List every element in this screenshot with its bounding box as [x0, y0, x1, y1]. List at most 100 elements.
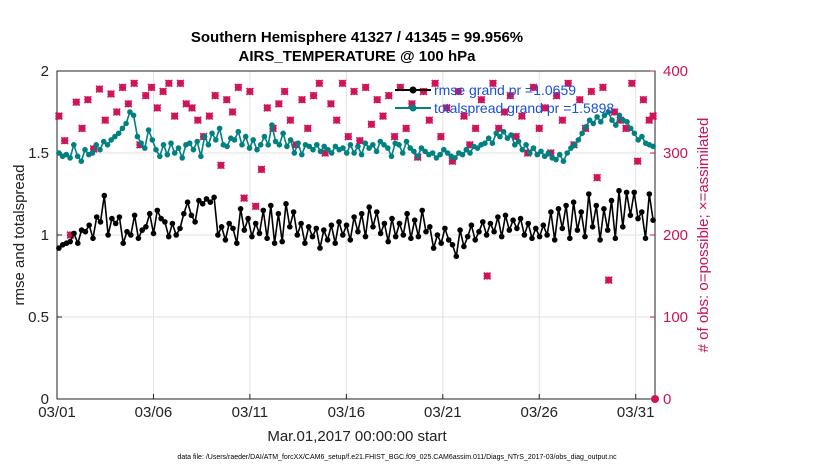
- obs-point: [188, 103, 196, 112]
- series-point-0: [271, 240, 278, 246]
- series-point-1: [418, 145, 425, 151]
- series-point-1: [82, 146, 88, 153]
- series-point-0: [400, 232, 407, 238]
- series-point-1: [321, 143, 328, 150]
- series-point-0: [211, 194, 217, 201]
- y-tick-label: 0: [41, 391, 49, 408]
- series-point-0: [487, 220, 494, 227]
- series-point-0: [502, 212, 509, 219]
- series-point-0: [650, 217, 656, 223]
- series-point-1: [601, 112, 608, 119]
- obs-point: [257, 165, 266, 174]
- obs-point: [425, 116, 434, 125]
- series-point-0: [480, 219, 486, 225]
- series-point-1: [231, 137, 238, 143]
- obs-point: [535, 124, 544, 133]
- y-right-tick-label: 300: [663, 145, 688, 162]
- obs-point: [280, 87, 289, 96]
- series-point-0: [567, 235, 573, 242]
- x-tick-label: 03/01: [38, 404, 76, 421]
- series-point-0: [82, 228, 89, 235]
- series-point-0: [347, 237, 354, 243]
- series-point-1: [388, 153, 395, 160]
- series-point-1: [343, 150, 350, 156]
- series-point-0: [283, 201, 289, 207]
- obs-point: [529, 83, 538, 92]
- series-point-0: [355, 228, 361, 235]
- series-point-1: [224, 143, 230, 150]
- y-tick-label: 1.5: [28, 145, 49, 162]
- series-point-0: [423, 228, 429, 235]
- obs-point: [72, 98, 81, 107]
- series-point-1: [627, 125, 634, 132]
- series-point-1: [242, 133, 249, 140]
- obs-point: [240, 194, 249, 203]
- legend: rmse grand pr =1.0659 totalspread grand …: [395, 82, 614, 116]
- series-point-0: [521, 232, 528, 238]
- obs-point: [141, 91, 150, 100]
- obs-point: [286, 116, 295, 125]
- obs-point: [153, 103, 162, 112]
- series-point-1: [373, 148, 380, 155]
- y-tick-label: 0.5: [28, 309, 49, 326]
- y-right-tick-label: 200: [663, 227, 688, 244]
- series-point-0: [116, 214, 123, 220]
- series-point-0: [468, 222, 475, 228]
- obs-point: [488, 79, 497, 88]
- obs-point: [298, 95, 306, 104]
- series-point-1: [160, 142, 167, 148]
- obs-point: [541, 103, 550, 112]
- series-point-1: [179, 155, 185, 161]
- series-point-1: [115, 130, 122, 137]
- series-point-1: [482, 140, 488, 146]
- x-tick-label: 03/06: [135, 404, 173, 421]
- series-point-1: [269, 122, 275, 128]
- series-point-1: [624, 119, 630, 125]
- y-tick-label: 1: [41, 227, 49, 244]
- obs-point: [112, 108, 121, 116]
- series-point-0: [184, 199, 191, 205]
- series-point-1: [474, 145, 481, 151]
- obs-point: [217, 161, 225, 170]
- series-point-0: [196, 197, 202, 204]
- series-point-1: [519, 146, 526, 153]
- obs-point: [627, 79, 636, 88]
- series-point-1: [209, 130, 215, 137]
- series-point-0: [601, 206, 607, 212]
- series-point-1: [340, 145, 346, 151]
- series-point-1: [635, 137, 641, 143]
- series-point-0: [56, 245, 62, 251]
- series-point-0: [631, 189, 637, 196]
- series-point-0: [287, 224, 293, 230]
- obs-point: [390, 132, 399, 141]
- series-point-1: [213, 137, 219, 143]
- series-point-0: [392, 233, 399, 240]
- series-point-1: [534, 151, 541, 158]
- obs-point: [610, 108, 619, 116]
- series-point-0: [67, 238, 73, 245]
- series-point-0: [377, 230, 384, 237]
- series-point-0: [597, 237, 603, 243]
- series-point-1: [523, 142, 529, 148]
- series-point-0: [264, 235, 270, 242]
- series-point-0: [612, 235, 619, 242]
- series-point-1: [205, 142, 212, 148]
- obs-point: [205, 112, 214, 121]
- series-point-1: [422, 148, 428, 155]
- obs-point: [587, 87, 596, 96]
- series-point-0: [608, 197, 615, 204]
- obs-point: [564, 79, 573, 88]
- obs-point-zero: [651, 395, 659, 403]
- obs-point: [315, 79, 324, 88]
- y-axis-label: rmse and totalspread: [11, 165, 28, 306]
- series-point-1: [138, 140, 144, 146]
- y-axis-right-label: # of obs: o=possible; ×=assimilated: [695, 118, 712, 353]
- series-point-0: [97, 219, 104, 225]
- obs-point: [460, 112, 468, 121]
- series-point-0: [192, 219, 198, 225]
- series-point-1: [254, 146, 260, 153]
- series-point-0: [536, 233, 543, 240]
- series-point-0: [332, 240, 339, 246]
- series-point-1: [287, 137, 294, 143]
- series-point-1: [153, 146, 159, 153]
